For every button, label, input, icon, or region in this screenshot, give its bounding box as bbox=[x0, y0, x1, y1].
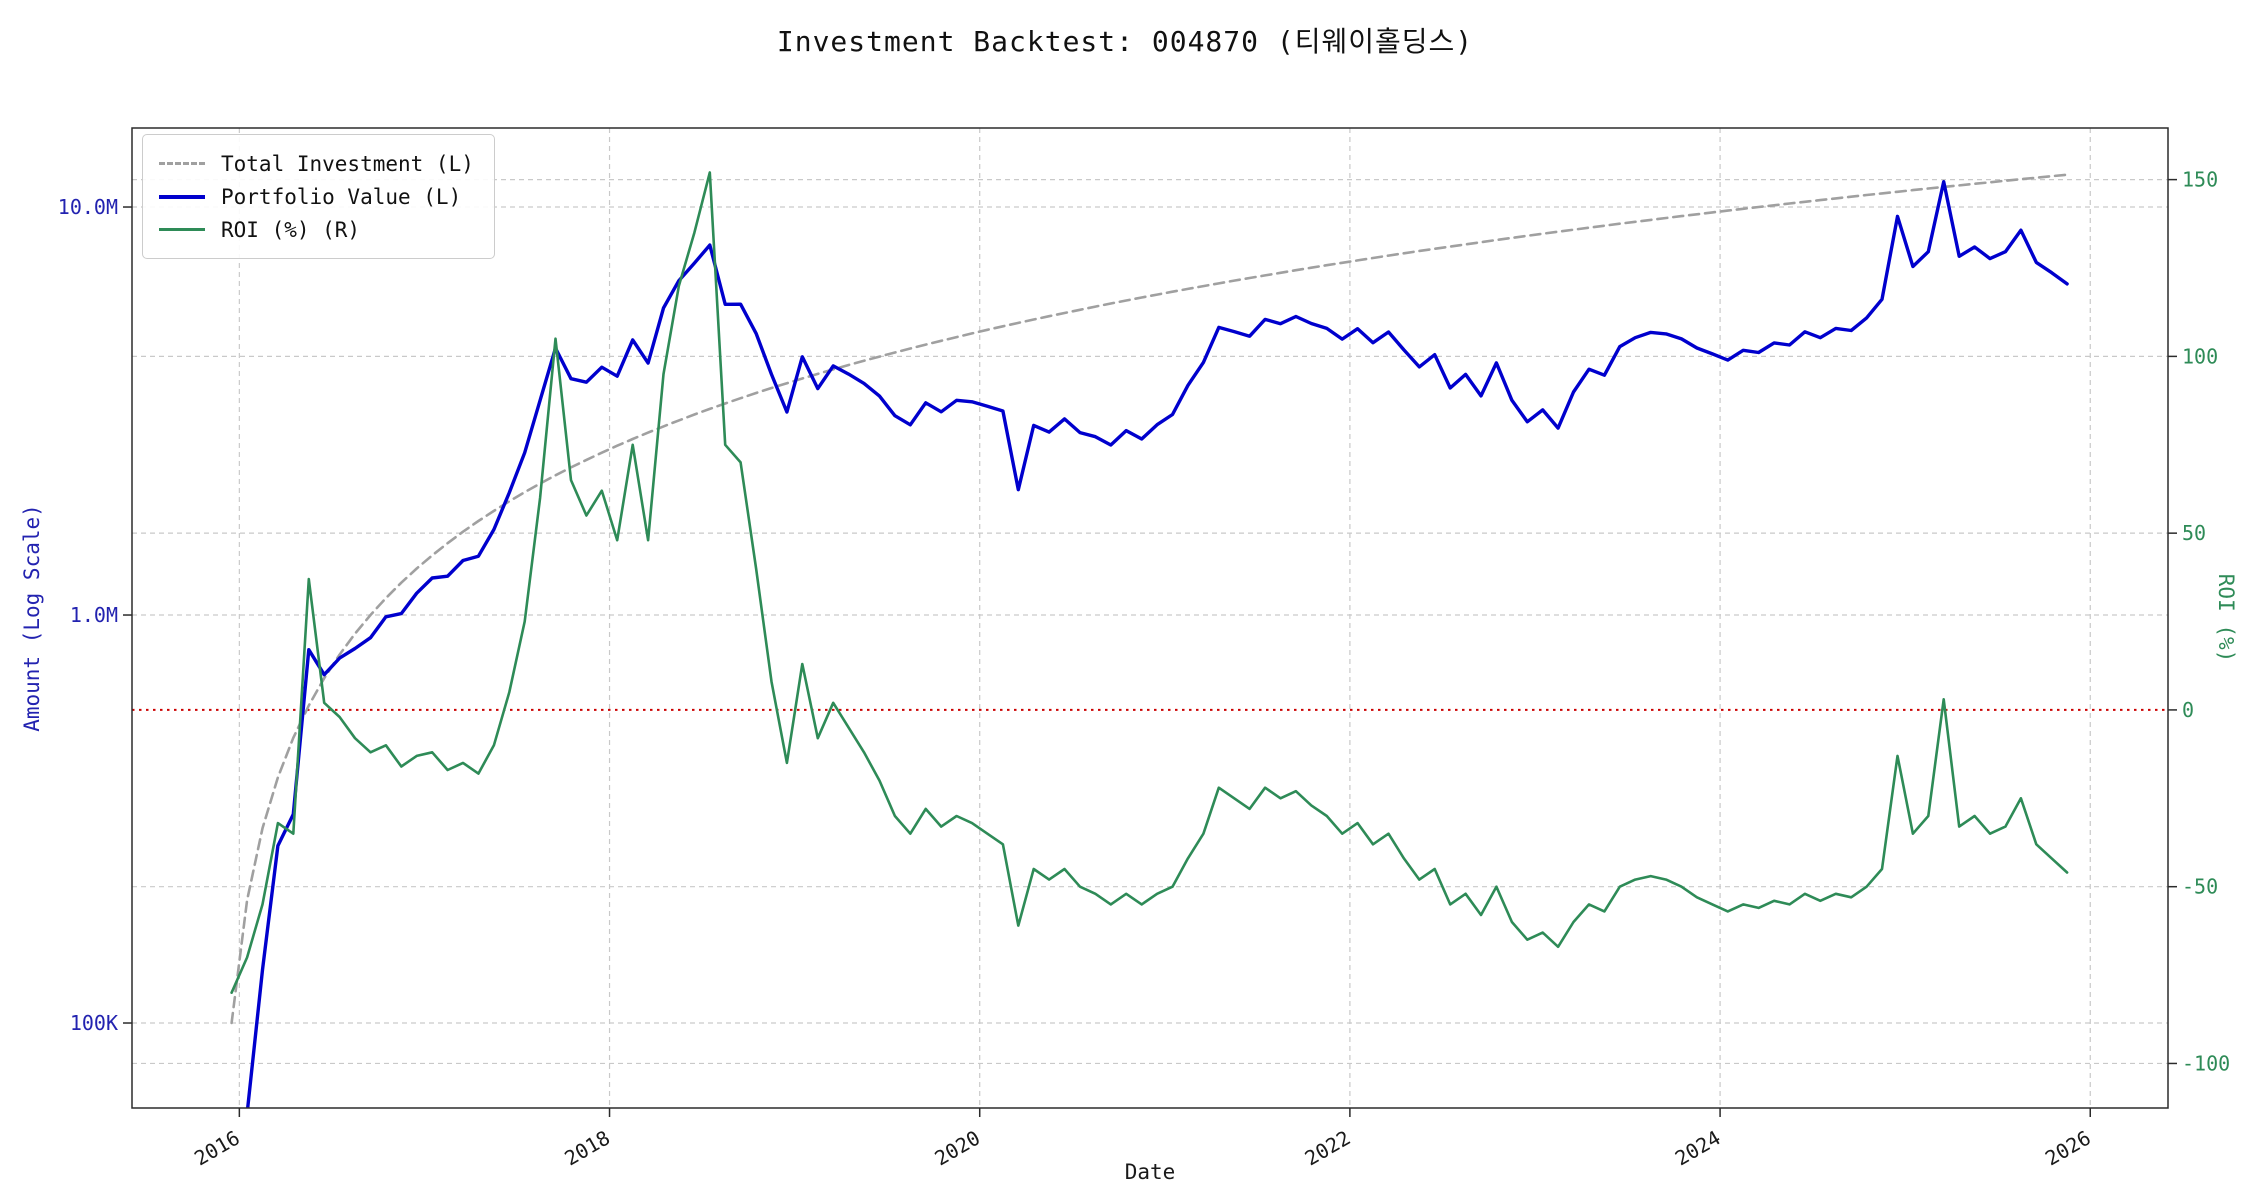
x-axis-label: Date bbox=[1124, 1160, 1176, 1184]
tick-marks bbox=[123, 178, 2177, 1117]
x-tick-label: 2020 bbox=[930, 1126, 984, 1171]
left-tick-label: 1.0M bbox=[70, 603, 118, 627]
solid-line-sample-icon bbox=[159, 228, 205, 231]
series-lines bbox=[230, 171, 2069, 1108]
y-axis-label-right: ROI (%) bbox=[2214, 573, 2238, 663]
tick-labels: 2016 2018 2020 2022 2024 2026 100K 1.0M 10.0M -10… bbox=[58, 168, 2230, 1171]
right-tick-label: -50 bbox=[2182, 875, 2218, 899]
series-roi-r- bbox=[230, 171, 2069, 995]
chart-title: Investment Backtest: 004870 (티웨이홀딩스) bbox=[776, 25, 1474, 58]
legend-item-total-investment: Total Investment (L) bbox=[159, 147, 474, 180]
solid-line-sample-icon bbox=[159, 194, 205, 199]
right-tick-label: 150 bbox=[2182, 168, 2218, 192]
series-total-investment-l- bbox=[230, 173, 2069, 1025]
x-tick-label: 2026 bbox=[2041, 1126, 2095, 1171]
x-tick-label: 2022 bbox=[1301, 1126, 1355, 1171]
right-tick-label: 100 bbox=[2182, 344, 2218, 368]
left-tick-label: 100K bbox=[70, 1011, 118, 1035]
right-tick-label: -100 bbox=[2182, 1051, 2230, 1075]
right-tick-label: 50 bbox=[2182, 521, 2206, 545]
x-tick-label: 2024 bbox=[1671, 1126, 1725, 1171]
legend-item-label: Total Investment (L) bbox=[221, 151, 474, 176]
legend-item-label: Portfolio Value (L) bbox=[221, 184, 462, 209]
legend-item-portfolio-value: Portfolio Value (L) bbox=[159, 180, 474, 213]
x-tick-label: 2018 bbox=[560, 1126, 614, 1171]
dashed-line-sample-icon bbox=[159, 162, 205, 165]
plot-border bbox=[131, 127, 2169, 1109]
legend: Total Investment (L) Portfolio Value (L)… bbox=[142, 134, 495, 259]
left-tick-label: 10.0M bbox=[58, 195, 118, 219]
legend-item-label: ROI (%) (R) bbox=[221, 217, 361, 242]
x-tick-label: 2016 bbox=[190, 1126, 244, 1171]
y-axis-label-left: Amount (Log Scale) bbox=[20, 504, 44, 732]
grid bbox=[132, 128, 2168, 1108]
legend-item-roi: ROI (%) (R) bbox=[159, 213, 474, 246]
series-portfolio-value-l- bbox=[245, 179, 2069, 1108]
right-tick-label: 0 bbox=[2182, 698, 2194, 722]
